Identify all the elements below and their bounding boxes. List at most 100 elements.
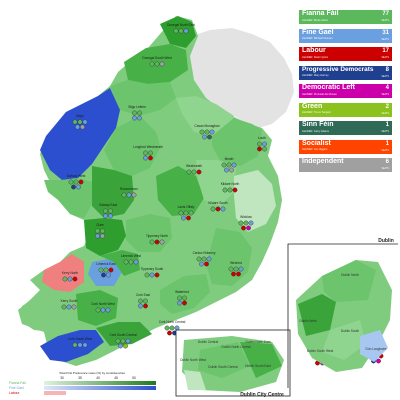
constituency-seat-dot [103, 267, 109, 273]
constituency-seat-dot [246, 225, 251, 231]
party-seats: 2 [385, 103, 389, 110]
party-leader: LEADER: Ruairi Quinn [302, 55, 329, 59]
clare-area [84, 218, 126, 256]
wexford-area [206, 228, 252, 286]
constituency-seat-dot [231, 271, 236, 277]
constituency-seat-dot [78, 179, 84, 185]
constituency-seat-dot [238, 220, 244, 226]
constituency-seat-dot [243, 220, 249, 226]
party-name: Socialist [302, 139, 331, 147]
constituency-seat-dot [177, 300, 182, 306]
party-seats-label: SEATS [381, 56, 389, 59]
label-kerry-n: Kerry North [62, 271, 79, 275]
constituency-seat-dot [154, 272, 160, 278]
constituency-seat-dot [66, 304, 72, 310]
constituency-seat-dot [108, 208, 113, 214]
label-mayo: Mayo [76, 114, 84, 118]
constituency-seat-dot [115, 338, 121, 344]
label-dublin-south: Dublin South [341, 329, 359, 333]
constituency-seat-dot [183, 210, 189, 216]
label-dublin-central: Dublin Central [198, 340, 218, 344]
constituency-seat-dot [125, 338, 131, 344]
constituency-seat-dot [177, 295, 182, 301]
constituency-seat-dot [199, 129, 205, 135]
party-name: Fianna Fáil [302, 10, 339, 17]
label-kildare-n: Kildare North [221, 182, 240, 186]
constituency-seat-dot [138, 298, 143, 304]
constituency-seat-dot [233, 266, 239, 272]
party-leader: LEADER: Proinsias De Rossa [302, 92, 337, 96]
constituency-seat-dot [123, 343, 128, 349]
label-cork-e: Cork East [136, 293, 150, 297]
label-clare: Clare [96, 223, 104, 227]
party-leader: LEADER: Trevor Sargent [302, 111, 331, 114]
party-seats: 77 [382, 11, 389, 17]
constituency-seat-dot [229, 167, 234, 173]
constituency-seat-dot [226, 162, 232, 168]
constituency-seat-dot [227, 187, 233, 193]
constituency-seat-dot [80, 124, 85, 130]
constituency-seat-dot [71, 304, 77, 310]
constituency-seat-dot [95, 233, 100, 239]
sligo-leitrim-area [110, 80, 176, 116]
limerick-west-area [100, 250, 140, 276]
party-seats-label: SEATS [381, 111, 389, 115]
constituency-seat-dot [132, 110, 137, 116]
label-waterford: Waterford [175, 290, 189, 294]
constituency-seat-dot [174, 325, 180, 331]
constituency-seat-dot [121, 192, 127, 198]
constituency-seat-dot [186, 169, 192, 175]
constituency-seat-dot [128, 259, 134, 265]
constituency-seat-dot [173, 28, 179, 34]
constituency-seat-dot [137, 110, 142, 116]
constituency-seat-dot [149, 239, 155, 245]
constituency-seat-dot [98, 267, 104, 273]
constituency-seat-dot [221, 162, 227, 168]
constituency-seat-dot [224, 167, 229, 173]
constituency-seat-dot [120, 338, 126, 344]
label-sligo-leitrim: Sligo Leitrim [128, 105, 146, 109]
label-dublin-south-central: Dublin South Central [208, 365, 238, 369]
constituency-seat-dot [82, 342, 88, 348]
party-leader: LEADER: Mary Harney [302, 74, 329, 77]
waterford-area [160, 274, 210, 314]
constituency-seat-dot [132, 115, 137, 121]
party-name: Democratic Left [302, 84, 355, 91]
constituency-seat-dot [238, 266, 244, 272]
party-seats: 1 [385, 140, 389, 147]
scale-tick-1: 35 [78, 376, 82, 380]
constituency-seat-dot [101, 272, 106, 278]
constituency-seat-dot [67, 276, 73, 282]
constituency-seat-dot [137, 115, 142, 121]
constituency-seat-dot [257, 146, 262, 152]
label-wexford: Wexford [230, 261, 242, 265]
label-donegal-sw: Donegal South West [142, 56, 171, 60]
legend-sinn-fein: Sinn Féin LEADER: Gerry Adams 1 SEATS [299, 121, 392, 135]
kerry-north-area [42, 254, 84, 292]
constituency-seat-dot [143, 155, 148, 161]
constituency-seat-dot [201, 256, 207, 262]
legend-fianna-fail: Fianna Fáil LEADER: Bertie Ahern 77 SEAT… [299, 10, 392, 24]
constituency-seat-dot [100, 307, 106, 313]
constituency-seat-dot [108, 267, 114, 273]
constituency-seat-dot [106, 272, 111, 278]
label-roscommon: Roscommon [120, 187, 138, 191]
constituency-seat-dot [100, 228, 105, 234]
cork-south-west-area [40, 330, 104, 362]
label-cork-nw: Cork North West [91, 302, 115, 306]
laois-offaly-area [156, 166, 204, 216]
party-name: Sinn Féin [302, 121, 334, 128]
constituency-seat-dot [105, 307, 111, 313]
constituency-seat-dot [68, 179, 74, 185]
constituency-seat-dot [191, 169, 197, 175]
constituency-seat-dot [178, 28, 184, 34]
dublin-west-area [298, 294, 336, 336]
label-longford: Longford Westmeath [133, 145, 163, 149]
constituency-seat-dot [159, 61, 165, 67]
cork-central-area [96, 322, 152, 346]
constituency-seat-dot [143, 298, 148, 304]
label-cork-sw: Cork South West [68, 337, 92, 341]
party-seats: 17 [382, 48, 389, 54]
constituency-seat-dot [143, 303, 148, 309]
